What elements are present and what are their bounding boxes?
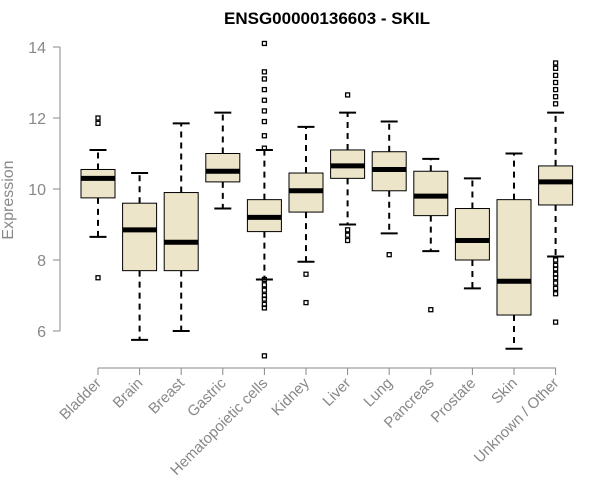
- iqr-box: [205, 153, 241, 183]
- outlier-point: [552, 79, 559, 86]
- outlier-point: [303, 271, 309, 277]
- box-pancreas: [413, 157, 449, 313]
- outlier-point: [552, 280, 559, 286]
- x-tick-label: Bladder: [56, 375, 105, 424]
- y-axis-label: Expression: [0, 160, 17, 239]
- iqr-box: [80, 168, 116, 199]
- outlier-point: [344, 232, 351, 238]
- outlier-point: [552, 271, 559, 277]
- box-brain: [122, 172, 158, 341]
- outlier-point: [261, 282, 268, 288]
- outlier-point: [386, 252, 392, 258]
- box-kidney: [288, 125, 324, 306]
- outlier-point: [552, 257, 559, 263]
- outlier-point: [303, 299, 309, 306]
- box-lung: [371, 120, 407, 258]
- outlier-point: [344, 227, 351, 233]
- y-tick-label: 14: [28, 40, 46, 57]
- outlier-point: [428, 307, 434, 313]
- box-liver: [330, 92, 366, 244]
- x-tick-label: Lung: [360, 375, 396, 411]
- box-breast: [163, 122, 199, 332]
- x-tick-label: Brain: [110, 375, 147, 412]
- iqr-box: [496, 199, 532, 316]
- outlier-point: [261, 69, 268, 75]
- outlier-point: [552, 94, 559, 100]
- outlier-point: [261, 40, 268, 47]
- outlier-point: [261, 287, 268, 293]
- x-tick-label: Breast: [145, 374, 188, 417]
- box-skin: [496, 152, 532, 350]
- box-hematopoietic-cells: [246, 40, 282, 359]
- box-gastric: [205, 111, 241, 210]
- y-axis-ticks: 6 8 10 12 14: [28, 40, 60, 341]
- outlier-point: [261, 276, 268, 283]
- outlier-point: [552, 65, 559, 71]
- iqr-box: [163, 192, 199, 272]
- outlier-point: [261, 292, 268, 299]
- outlier-point: [261, 353, 268, 359]
- outlier-point: [344, 237, 351, 244]
- outlier-point: [344, 92, 351, 98]
- x-tick-label: Liver: [319, 375, 354, 410]
- y-tick-label: 10: [28, 182, 46, 199]
- outlier-point: [552, 86, 559, 93]
- outlier-point: [552, 60, 559, 66]
- iqr-box: [413, 170, 449, 217]
- outlier-point: [261, 97, 268, 103]
- y-tick-label: 12: [28, 111, 46, 128]
- outlier-point: [261, 301, 268, 308]
- x-tick-label: Kidney: [268, 374, 313, 419]
- x-tick-label: Skin: [488, 375, 521, 408]
- y-tick-label: 6: [37, 324, 46, 341]
- box-unknown-other: [538, 60, 574, 325]
- iqr-box: [454, 208, 490, 261]
- outlier-point: [95, 115, 101, 121]
- outlier-point: [261, 133, 268, 139]
- outlier-point: [261, 86, 268, 93]
- outlier-point: [552, 101, 559, 107]
- y-tick-label: 8: [37, 253, 46, 270]
- outlier-point: [552, 291, 559, 297]
- outlier-point: [95, 275, 101, 281]
- box-prostate: [454, 177, 490, 290]
- box-bladder: [80, 115, 116, 281]
- chart-title: ENSG00000136603 - SKIL: [224, 9, 430, 28]
- outlier-point: [552, 285, 559, 292]
- outlier-point: [261, 145, 268, 151]
- outlier-point: [552, 262, 559, 268]
- outlier-point: [261, 108, 268, 114]
- box-group: [80, 40, 574, 359]
- iqr-box: [538, 165, 574, 206]
- outlier-point: [261, 118, 268, 125]
- x-tick-label: Prostate: [428, 375, 480, 427]
- iqr-box: [122, 202, 158, 272]
- outlier-point: [261, 76, 268, 82]
- outlier-point: [95, 120, 101, 126]
- outlier-point: [552, 319, 559, 325]
- outlier-point: [552, 72, 559, 79]
